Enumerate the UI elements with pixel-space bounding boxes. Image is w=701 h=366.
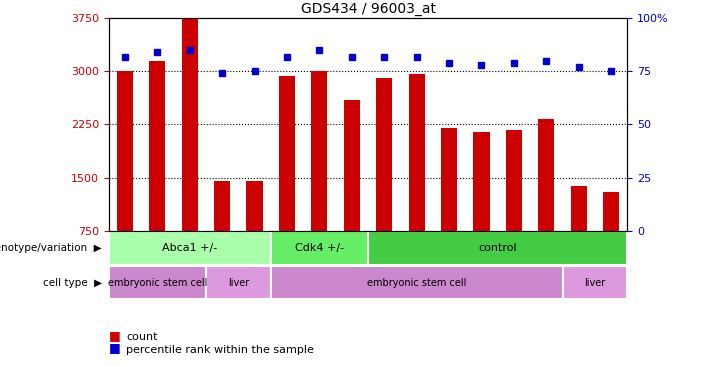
Bar (343, 100, 360, 284)
Text: liver: liver (228, 278, 249, 288)
Bar (538, 119, 554, 284)
Text: percentile rank within the sample: percentile rank within the sample (126, 345, 314, 355)
Text: Abca1 +/-: Abca1 +/- (162, 243, 217, 253)
Bar (279, 76, 295, 284)
Text: ■: ■ (109, 341, 121, 354)
Bar (182, 18, 198, 284)
Bar (109, 231, 271, 265)
Bar (271, 266, 562, 299)
Text: genotype/variation  ▶: genotype/variation ▶ (0, 243, 102, 253)
Text: liver: liver (585, 278, 606, 288)
Bar (562, 266, 627, 299)
Bar (376, 78, 393, 284)
Text: control: control (478, 243, 517, 253)
Text: Cdk4 +/-: Cdk4 +/- (295, 243, 344, 253)
Bar (368, 231, 627, 265)
Text: count: count (126, 332, 158, 342)
Title: GDS434 / 96003_at: GDS434 / 96003_at (301, 2, 435, 16)
Text: embryonic stem cell: embryonic stem cell (107, 278, 207, 288)
Bar (506, 130, 522, 284)
Text: ■: ■ (109, 329, 121, 341)
Text: embryonic stem cell: embryonic stem cell (367, 278, 466, 288)
Bar (214, 181, 230, 284)
Bar (206, 266, 271, 299)
Bar (149, 61, 165, 284)
Bar (473, 131, 489, 284)
Bar (603, 192, 619, 284)
Bar (409, 74, 425, 284)
Bar (571, 186, 587, 284)
Bar (441, 128, 457, 284)
Bar (247, 181, 263, 284)
Bar (117, 71, 133, 284)
Bar (271, 231, 368, 265)
Bar (109, 266, 206, 299)
Bar (311, 71, 327, 284)
Text: cell type  ▶: cell type ▶ (43, 278, 102, 288)
